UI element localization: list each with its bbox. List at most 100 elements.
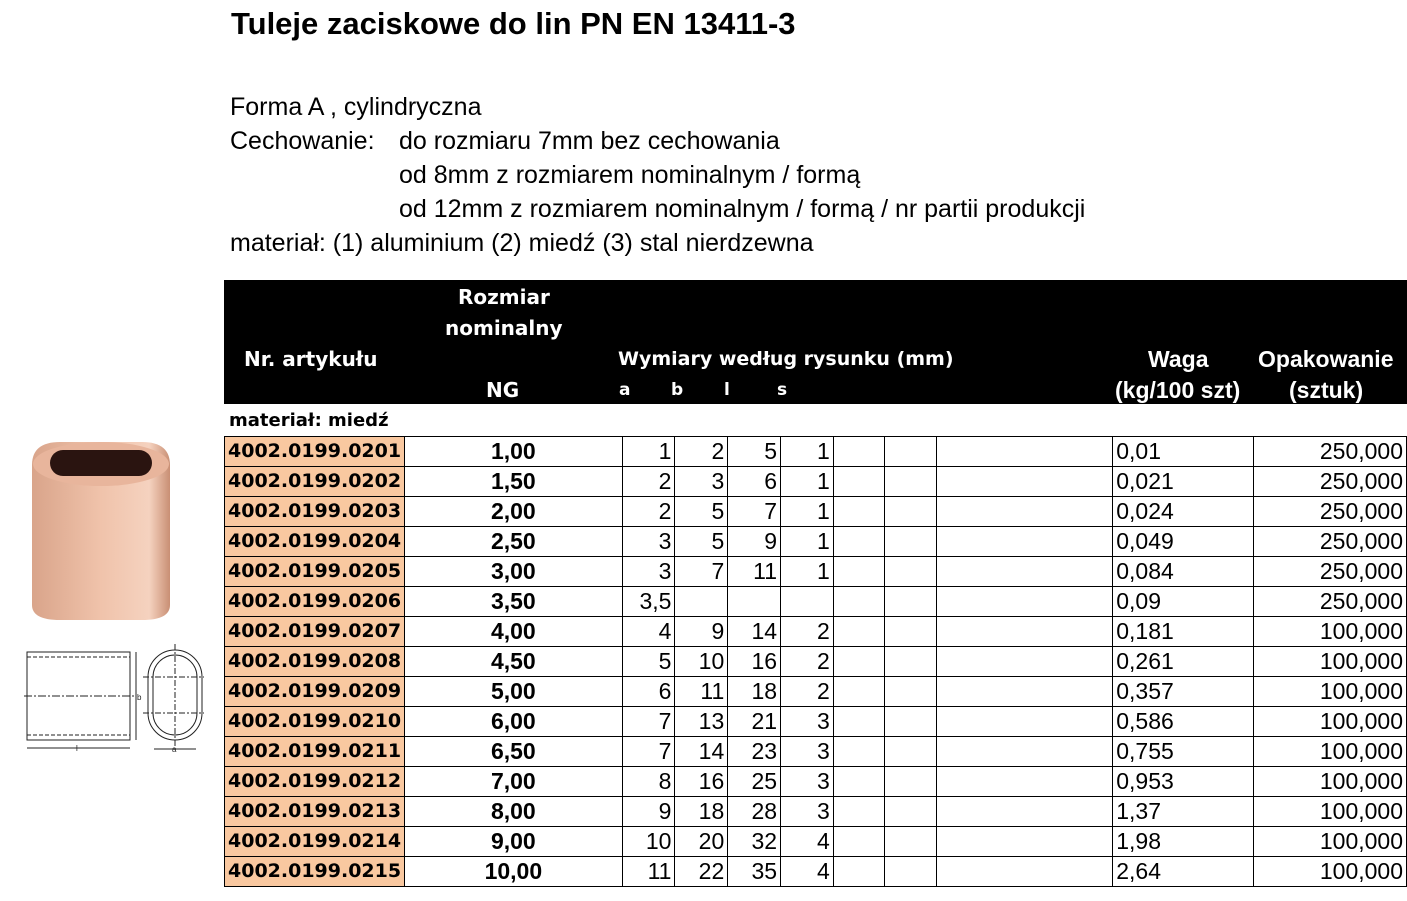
dim-a: 1	[621, 436, 676, 467]
table-row: 4002.0199.0204 2,50 3 5 9 1 0,049 250,000	[223, 526, 1407, 557]
dim-l: 16	[727, 646, 782, 677]
article-number: 4002.0199.0207	[223, 616, 406, 647]
empty-cell	[832, 856, 886, 887]
dim-a: 3	[621, 556, 676, 587]
package-qty: 100,000	[1252, 796, 1407, 827]
dim-b: 5	[674, 496, 729, 527]
weight: 2,64	[1112, 856, 1254, 887]
marking-line-2: od 8mm z rozmiarem nominalnym / formą	[399, 161, 861, 189]
empty-cell	[935, 706, 1114, 737]
dim-b	[674, 586, 729, 617]
empty-cell	[884, 436, 937, 467]
package-qty: 100,000	[1252, 706, 1407, 737]
empty-cell	[935, 796, 1114, 827]
package-qty: 250,000	[1252, 466, 1407, 497]
dim-l: 35	[727, 856, 782, 887]
weight: 0,049	[1112, 526, 1254, 557]
empty-cell	[935, 586, 1114, 617]
dim-b: 5	[674, 526, 729, 557]
dim-a: 2	[621, 496, 676, 527]
article-number: 4002.0199.0208	[223, 646, 406, 677]
dim-l: 23	[727, 736, 782, 767]
package-qty: 250,000	[1252, 526, 1407, 557]
weight: 0,357	[1112, 676, 1254, 707]
dim-b: 2	[674, 436, 729, 467]
empty-cell	[884, 556, 937, 587]
dim-b: 9	[674, 616, 729, 647]
dim-s: 2	[780, 616, 834, 647]
dim-a: 3	[621, 526, 676, 557]
dim-l: 11	[727, 556, 782, 587]
empty-cell	[832, 736, 886, 767]
dim-b: 11	[674, 676, 729, 707]
empty-cell	[832, 676, 886, 707]
weight: 1,37	[1112, 796, 1254, 827]
weight: 0,01	[1112, 436, 1254, 467]
table-row: 4002.0199.0211 6,50 7 14 23 3 0,755 100,000	[223, 736, 1407, 767]
weight: 0,09	[1112, 586, 1254, 617]
empty-cell	[884, 496, 937, 527]
weight: 1,98	[1112, 826, 1254, 857]
dim-a: 8	[621, 766, 676, 797]
dim-l: 9	[727, 526, 782, 557]
label-a: a	[172, 745, 177, 754]
dim-l: 5	[727, 436, 782, 467]
nominal-size: 6,50	[404, 736, 623, 767]
header-article: Nr. artykułu	[244, 347, 378, 371]
dim-s: 2	[780, 646, 834, 677]
empty-cell	[832, 466, 886, 497]
article-number: 4002.0199.0205	[223, 556, 406, 587]
dim-b: 22	[674, 856, 729, 887]
header-size-1: Rozmiar	[458, 285, 550, 309]
dim-s: 2	[780, 676, 834, 707]
dim-s: 3	[780, 706, 834, 737]
empty-cell	[832, 496, 886, 527]
empty-cell	[935, 616, 1114, 647]
nominal-size: 2,50	[404, 526, 623, 557]
dim-b: 18	[674, 796, 729, 827]
ferrule-photo	[32, 442, 170, 620]
empty-cell	[884, 796, 937, 827]
dim-s: 1	[780, 526, 834, 557]
dim-l: 25	[727, 766, 782, 797]
dim-b: 10	[674, 646, 729, 677]
table-row: 4002.0199.0209 5,00 6 11 18 2 0,357 100,000	[223, 676, 1407, 707]
material-label: materiał: miedź	[229, 410, 389, 431]
package-qty: 100,000	[1252, 856, 1407, 887]
weight: 0,181	[1112, 616, 1254, 647]
empty-cell	[884, 586, 937, 617]
header-l: l	[724, 380, 730, 400]
package-qty: 250,000	[1252, 496, 1407, 527]
table-row: 4002.0199.0205 3,00 3 7 11 1 0,084 250,000	[223, 556, 1407, 587]
empty-cell	[935, 766, 1114, 797]
nominal-size: 4,00	[404, 616, 623, 647]
article-number: 4002.0199.0204	[223, 526, 406, 557]
dim-a: 11	[621, 856, 676, 887]
header-b: b	[671, 380, 684, 400]
product-table: 4002.0199.0201 1,00 1 2 5 1 0,01 250,000 4002.01…	[223, 436, 1407, 887]
dim-s: 4	[780, 856, 834, 887]
article-number: 4002.0199.0212	[223, 766, 406, 797]
nominal-size: 9,00	[404, 826, 623, 857]
weight: 0,021	[1112, 466, 1254, 497]
table-row: 4002.0199.0207 4,00 4 9 14 2 0,181 100,000	[223, 616, 1407, 647]
marking-label: Cechowanie:	[230, 127, 375, 155]
weight: 0,755	[1112, 736, 1254, 767]
empty-cell	[832, 586, 886, 617]
weight: 0,024	[1112, 496, 1254, 527]
empty-cell	[884, 706, 937, 737]
dim-a: 6	[621, 676, 676, 707]
header-a: a	[619, 380, 631, 400]
empty-cell	[832, 766, 886, 797]
empty-cell	[884, 616, 937, 647]
package-qty: 100,000	[1252, 676, 1407, 707]
dim-l: 32	[727, 826, 782, 857]
material-line: materiał: (1) aluminium (2) miedź (3) st…	[230, 229, 814, 257]
empty-cell	[935, 736, 1114, 767]
table-row: 4002.0199.0208 4,50 5 10 16 2 0,261 100,000	[223, 646, 1407, 677]
table-row: 4002.0199.0215 10,00 11 22 35 4 2,64 100,000	[223, 856, 1407, 887]
header-s: s	[777, 380, 788, 400]
article-number: 4002.0199.0203	[223, 496, 406, 527]
dim-a: 4	[621, 616, 676, 647]
empty-cell	[884, 766, 937, 797]
